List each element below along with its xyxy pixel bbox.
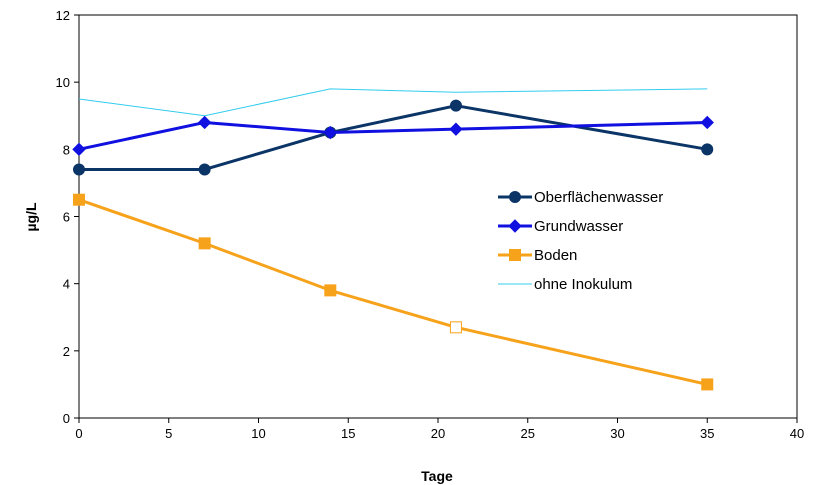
x-tick-label: 40 — [790, 426, 804, 441]
axes: 0 5 10 15 20 25 30 35 40 0 2 4 6 8 10 12 — [56, 8, 805, 441]
x-tick-label: 15 — [341, 426, 355, 441]
series-layer — [72, 88, 714, 391]
data-point-grundwasser — [449, 122, 463, 136]
x-axis-title: Tage — [421, 468, 453, 484]
y-tick-label: 6 — [63, 210, 70, 225]
x-tick-label: 5 — [165, 426, 172, 441]
data-point-grundwasser — [72, 142, 86, 157]
data-point-grundwasser — [700, 115, 714, 130]
legend-label-oberflaechenwasser: Oberflächenwasser — [534, 189, 663, 206]
legend-marker-grundwasser — [508, 219, 522, 233]
series-grundwasser — [72, 115, 714, 157]
y-tick-label: 8 — [63, 142, 70, 157]
x-tick-label: 25 — [521, 426, 535, 441]
data-point-grundwasser — [197, 115, 212, 130]
data-point-boden — [73, 193, 85, 206]
data-point-oberflaechenwasser — [701, 143, 714, 156]
data-point-grundwasser — [323, 125, 338, 140]
y-tick-label: 4 — [63, 277, 70, 292]
legend-label-grundwasser: Grundwasser — [534, 218, 623, 235]
series-ohne-inokulum — [78, 88, 708, 117]
series-boden — [73, 193, 714, 391]
y-tick-label: 12 — [56, 8, 70, 23]
y-tick-label: 0 — [63, 411, 70, 426]
legend-marker-boden — [509, 249, 521, 261]
data-point-boden — [198, 237, 211, 250]
data-point-oberflaechenwasser — [449, 99, 462, 112]
x-tick-label: 0 — [75, 426, 82, 441]
y-axis-title: µg/L — [23, 202, 39, 232]
legend-label-ohne-inokulum: ohne Inokulum — [534, 276, 632, 293]
legend: Oberflächenwasser Grundwasser Boden ohne In… — [498, 189, 663, 293]
x-tick-label: 20 — [431, 426, 445, 441]
data-point-boden — [449, 321, 462, 334]
x-tick-label: 35 — [700, 426, 714, 441]
y-tick-label: 10 — [56, 75, 70, 90]
data-point-boden — [701, 378, 714, 391]
legend-marker-oberflaechenwasser — [509, 191, 521, 203]
data-point-oberflaechenwasser — [198, 163, 211, 176]
x-tick-label: 30 — [610, 426, 624, 441]
y-tick-label: 2 — [63, 344, 70, 359]
series-line-ohne-inokulum — [78, 88, 708, 117]
x-tick-label: 10 — [251, 426, 265, 441]
data-point-oberflaechenwasser — [73, 163, 85, 176]
data-point-boden — [324, 284, 337, 297]
legend-label-boden: Boden — [534, 247, 577, 264]
